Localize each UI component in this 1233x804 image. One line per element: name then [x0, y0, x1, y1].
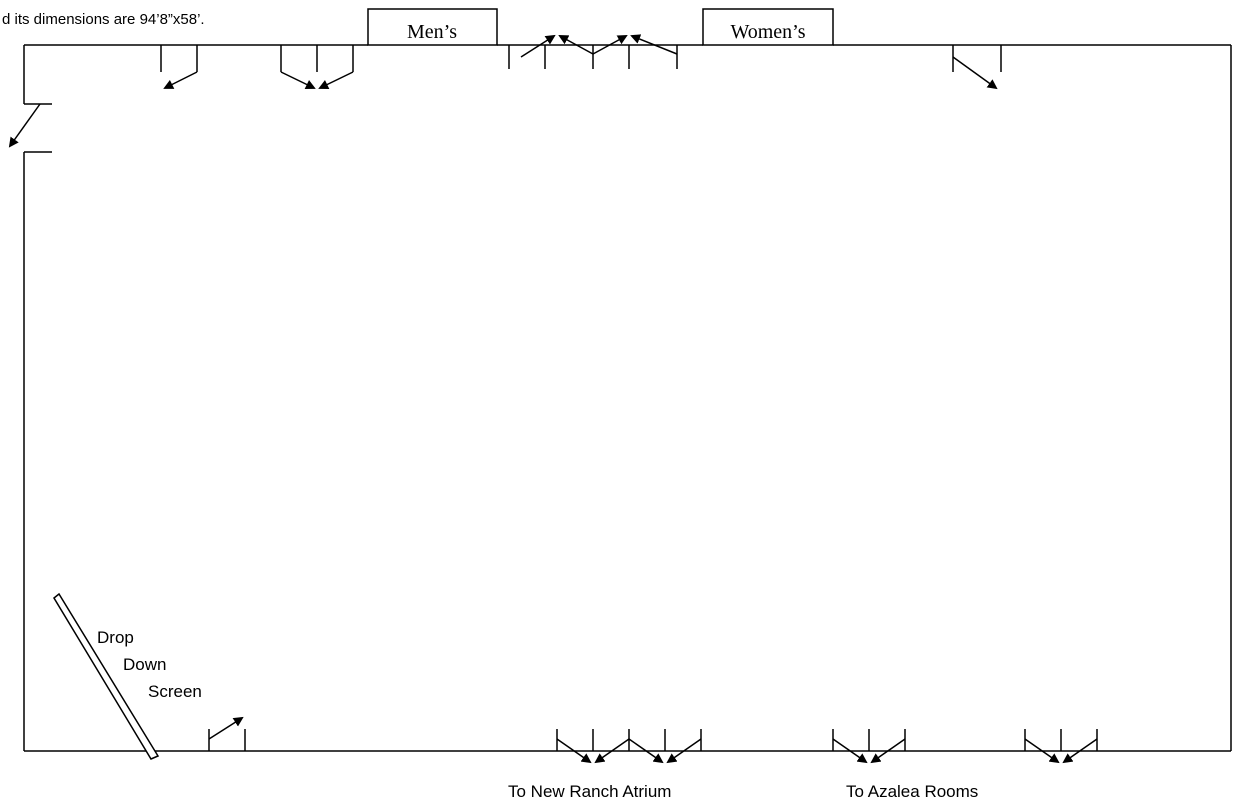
door-bottom-azalea-1	[832, 729, 906, 764]
door-top-1	[160, 45, 198, 89]
door-top-3	[508, 34, 678, 69]
mens-restroom: Men’s	[367, 8, 498, 46]
door-bottom-atrium	[556, 729, 702, 764]
label-to-new-ranch-atrium: To New Ranch Atrium	[508, 782, 671, 801]
door-left	[8, 103, 52, 153]
mens-restroom-label: Men’s	[407, 21, 457, 43]
womens-restroom-label: Women’s	[730, 21, 805, 43]
room-walls	[23, 44, 1232, 752]
door-bottom-1	[208, 716, 246, 751]
caption-fragment: d its dimensions are 94’8”x58’.	[2, 11, 205, 28]
screen-label-line-2: Down	[123, 655, 166, 674]
screen-label-line-3: Screen	[148, 682, 202, 701]
label-to-azalea-rooms: To Azalea Rooms	[846, 782, 978, 801]
womens-restroom: Women’s	[702, 8, 834, 46]
door-top-2	[280, 45, 354, 90]
door-bottom-azalea-2	[1024, 729, 1098, 764]
drop-down-screen: Drop Down Screen	[53, 592, 202, 760]
screen-label-line-1: Drop	[97, 628, 134, 647]
door-top-4	[952, 45, 1002, 90]
